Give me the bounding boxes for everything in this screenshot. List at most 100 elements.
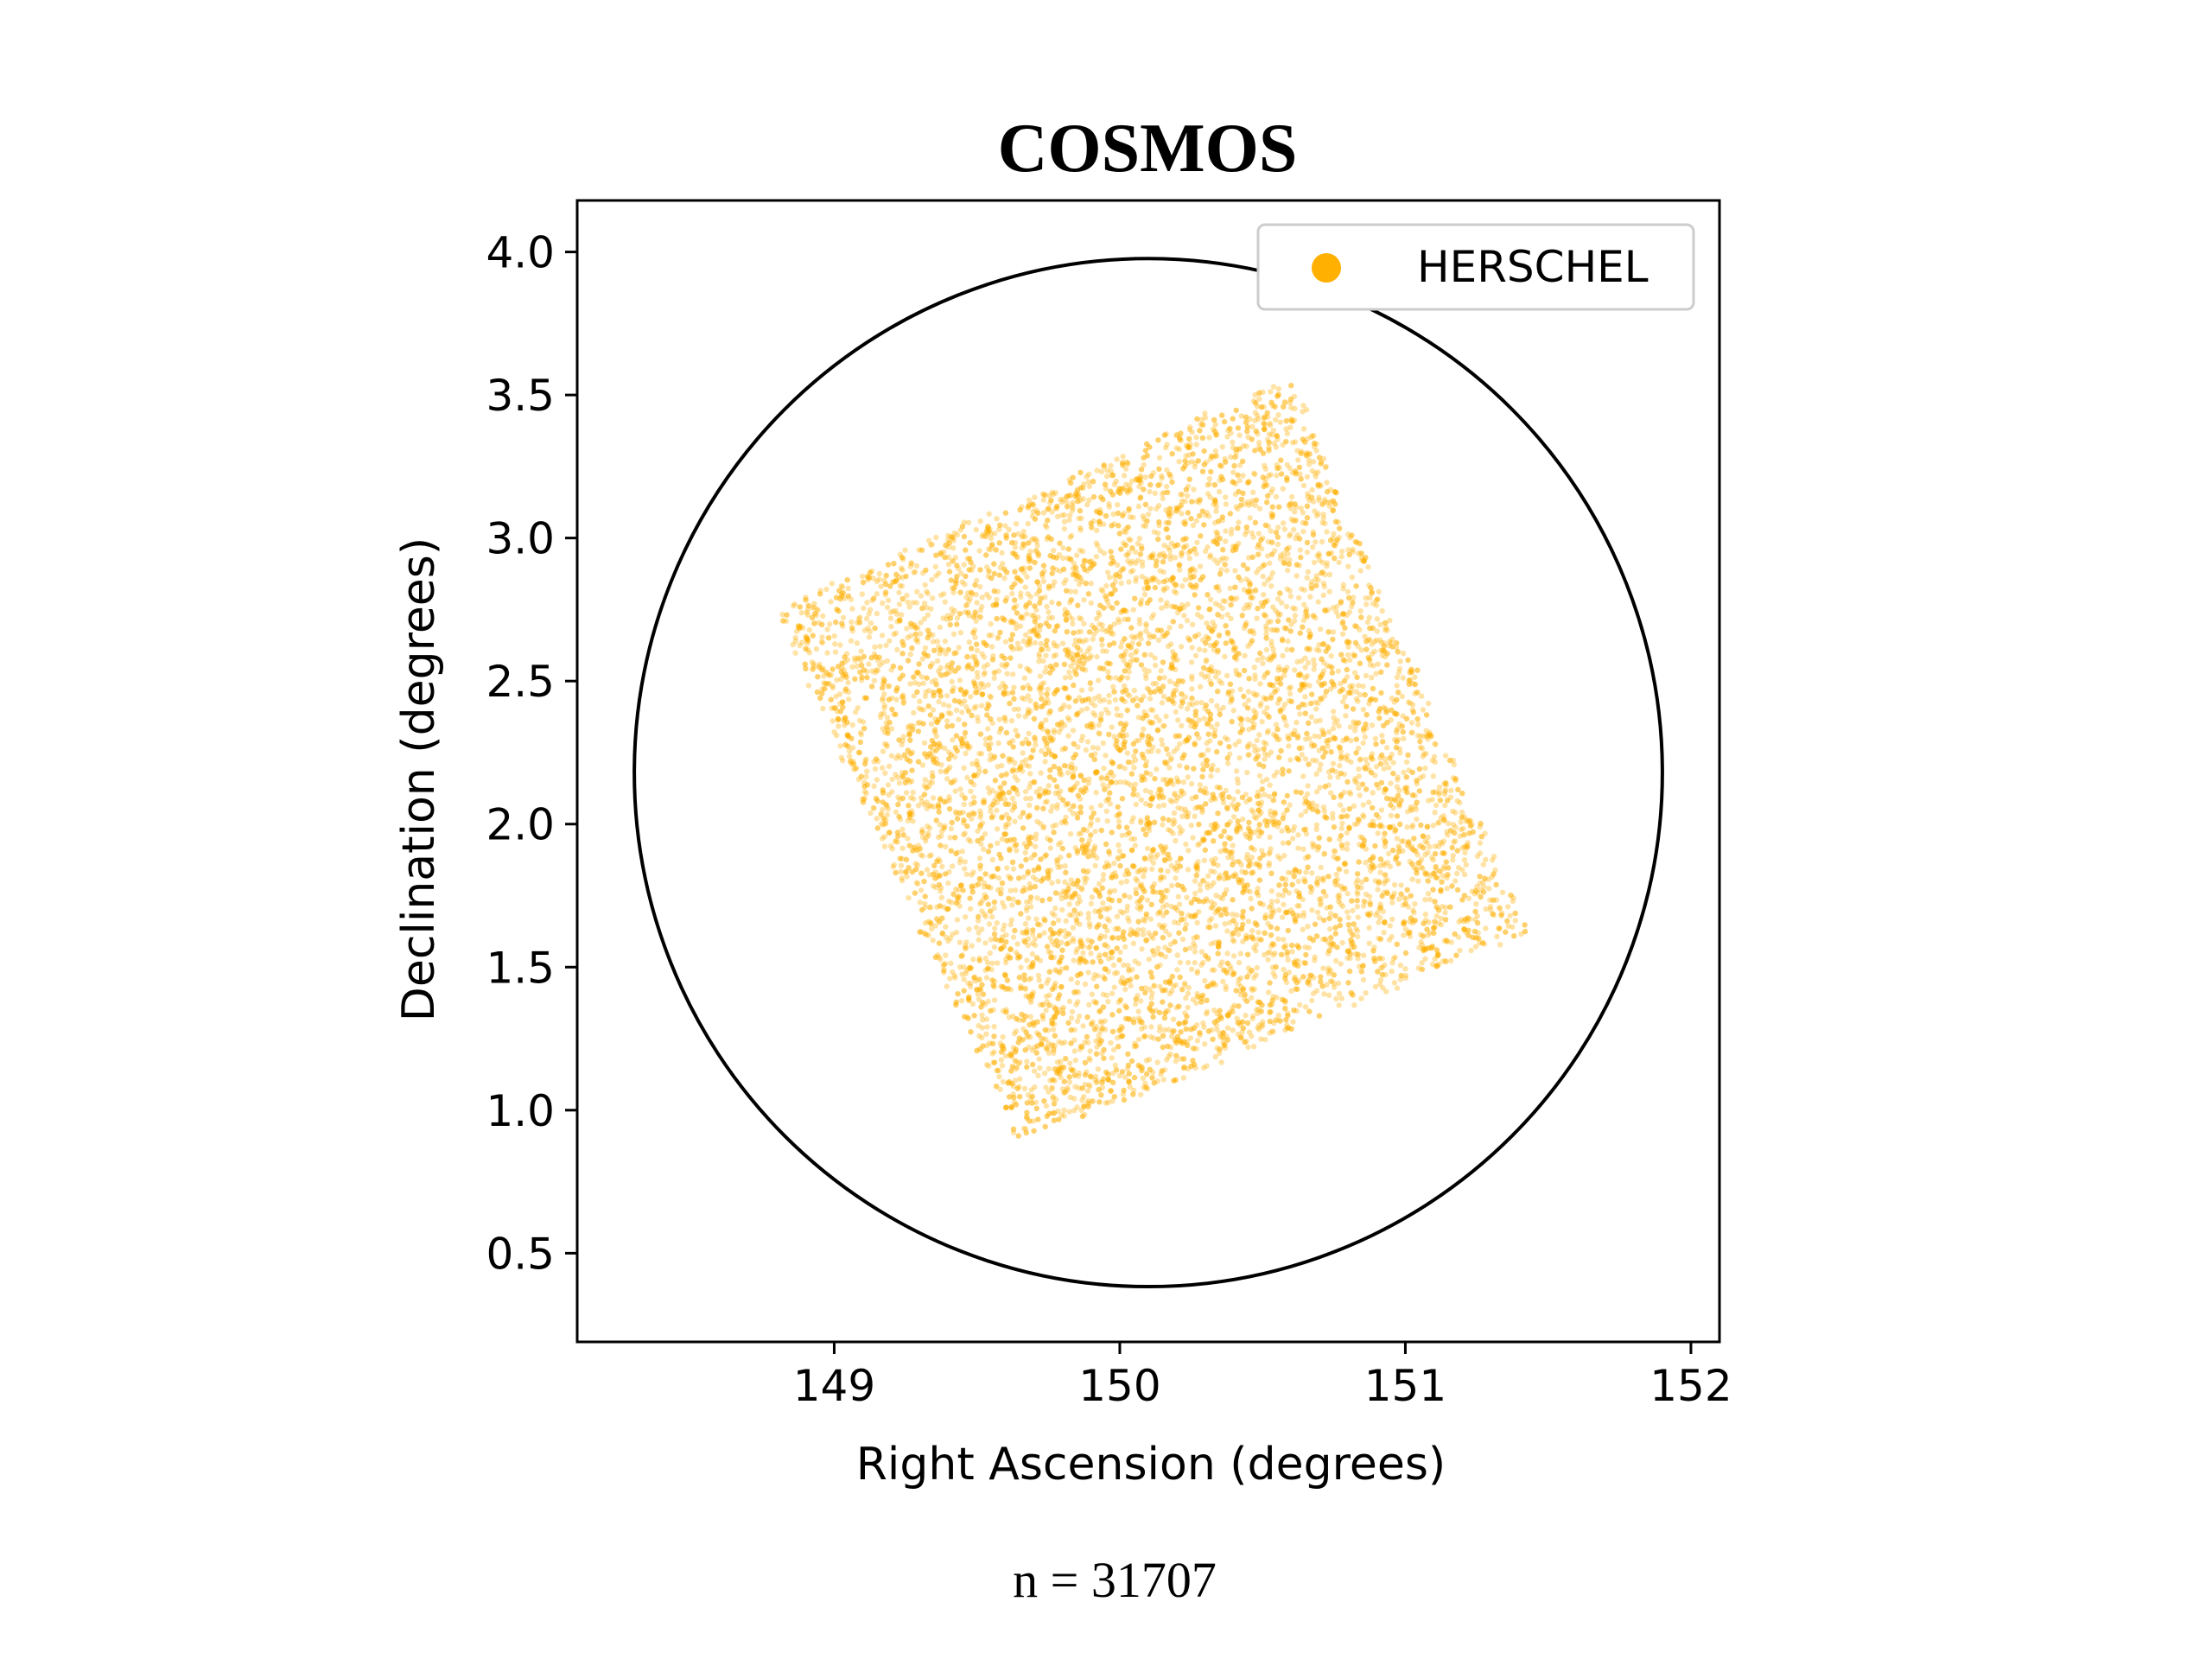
scatter-point [1066, 517, 1072, 524]
scatter-point [1098, 932, 1104, 939]
scatter-point [1387, 923, 1393, 929]
scatter-point [1316, 550, 1322, 557]
scatter-point [909, 808, 915, 814]
scatter-point [1180, 791, 1187, 797]
scatter-point [1099, 626, 1106, 632]
scatter-point [986, 546, 992, 552]
scatter-point [1285, 734, 1291, 740]
scatter-point [1269, 1028, 1275, 1034]
scatter-point [792, 638, 798, 645]
scatter-point [925, 830, 931, 836]
scatter-point [1412, 901, 1418, 907]
scatter-point [1381, 836, 1387, 842]
scatter-point [973, 925, 980, 931]
scatter-point [1009, 590, 1015, 597]
scatter-point [1400, 838, 1407, 844]
scatter-point [1164, 1057, 1170, 1063]
scatter-point [982, 736, 989, 742]
scatter-point [1247, 832, 1254, 838]
scatter-point [1436, 791, 1442, 798]
scatter-point [1118, 580, 1124, 587]
scatter-point [1109, 1098, 1116, 1104]
scatter-point [1294, 658, 1300, 665]
scatter-point [937, 888, 944, 894]
scatter-point [1198, 614, 1205, 620]
scatter-point [798, 610, 804, 616]
scatter-point [1161, 856, 1168, 862]
scatter-point [909, 749, 916, 755]
scatter-point [1360, 740, 1366, 747]
scatter-point [1049, 880, 1055, 887]
scatter-point [1165, 1007, 1172, 1014]
scatter-point [1177, 959, 1184, 966]
scatter-point [1050, 1042, 1056, 1048]
scatter-point [1311, 975, 1317, 981]
scatter-point [1457, 947, 1463, 954]
scatter-point [1192, 805, 1198, 811]
scatter-point [1163, 777, 1169, 783]
scatter-point [1154, 505, 1160, 512]
scatter-point [952, 777, 958, 784]
scatter-point [832, 649, 839, 655]
scatter-point [1106, 956, 1112, 962]
scatter-point [986, 742, 992, 748]
scatter-point [1422, 852, 1428, 858]
scatter-point [1425, 700, 1432, 707]
scatter-point [1185, 550, 1192, 556]
scatter-point [1190, 565, 1196, 572]
scatter-point [1329, 940, 1335, 946]
scatter-point [1194, 919, 1200, 926]
scatter-point [950, 631, 957, 637]
scatter-point [1071, 1067, 1077, 1073]
scatter-point [1041, 930, 1047, 936]
scatter-point [928, 721, 935, 728]
scatter-point [1246, 858, 1252, 864]
scatter-point [1160, 495, 1166, 502]
scatter-point [1284, 952, 1290, 958]
scatter-point [1306, 683, 1313, 689]
scatter-point [990, 1059, 997, 1065]
scatter-point [1070, 620, 1076, 627]
scatter-point [1138, 998, 1144, 1004]
scatter-point [1036, 1056, 1042, 1062]
scatter-point [969, 591, 976, 597]
scatter-point [999, 836, 1006, 842]
scatter-point [1133, 1001, 1139, 1007]
scatter-point [1192, 460, 1198, 467]
scatter-point [1308, 889, 1314, 895]
scatter-point [1309, 870, 1315, 876]
scatter-point [1255, 439, 1262, 446]
scatter-point [1327, 978, 1334, 984]
scatter-point [842, 659, 848, 665]
scatter-point [988, 913, 995, 920]
scatter-point [1068, 976, 1074, 982]
scatter-point [1031, 1021, 1037, 1027]
scatter-point [995, 588, 1001, 594]
scatter-point [1123, 878, 1130, 885]
scatter-point [791, 601, 798, 607]
scatter-point [1058, 983, 1065, 990]
scatter-point [1160, 693, 1167, 700]
scatter-point [1184, 618, 1191, 624]
scatter-point [1070, 771, 1077, 777]
scatter-point [820, 613, 826, 620]
scatter-point [1132, 781, 1139, 787]
scatter-point [1076, 1070, 1082, 1077]
scatter-point [1126, 966, 1132, 973]
scatter-point [1073, 552, 1080, 558]
scatter-point [1341, 861, 1348, 868]
scatter-point [1088, 600, 1095, 607]
scatter-point [1063, 494, 1070, 500]
scatter-point [1286, 544, 1293, 550]
scatter-point [1128, 836, 1135, 842]
scatter-point [824, 626, 830, 632]
scatter-point [1130, 607, 1137, 613]
scatter-point [947, 764, 953, 771]
scatter-point [1146, 819, 1152, 826]
scatter-point [1069, 616, 1076, 622]
scatter-point [1105, 627, 1111, 633]
scatter-point [1161, 850, 1167, 856]
scatter-point [956, 887, 962, 893]
scatter-point [938, 885, 944, 891]
scatter-point [1292, 509, 1298, 515]
